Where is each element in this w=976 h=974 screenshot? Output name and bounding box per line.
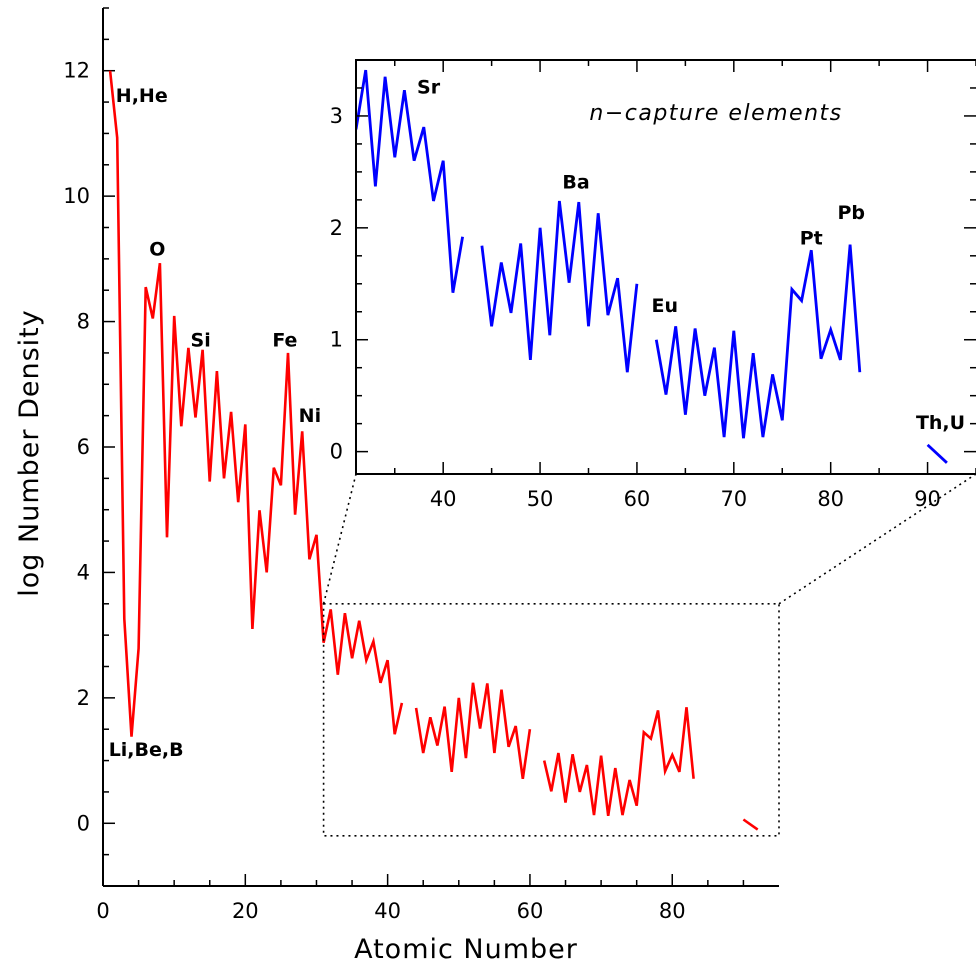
inset-element-label: Ba bbox=[562, 172, 589, 194]
main-element-label: Li,Be,B bbox=[109, 739, 184, 761]
inset-element-label: Pt bbox=[800, 228, 823, 250]
inset-frame bbox=[355, 59, 976, 475]
inset-x-tick-label: 80 bbox=[817, 487, 844, 511]
zoom-connector-left bbox=[322, 473, 357, 604]
zoom-connector-right bbox=[778, 473, 976, 605]
zoom-box bbox=[322, 602, 780, 837]
main-series-line bbox=[414, 682, 532, 779]
main-y-tick-label: 6 bbox=[77, 435, 90, 459]
main-x-tick-label: 60 bbox=[517, 899, 544, 923]
main-element-label: O bbox=[149, 239, 165, 261]
main-element-label: H,He bbox=[116, 85, 168, 107]
inset-y-tick-label: 0 bbox=[330, 440, 343, 464]
main-element-label: Si bbox=[191, 330, 211, 352]
inset-background bbox=[356, 60, 976, 474]
inset-element-label: Sr bbox=[417, 77, 441, 99]
inset-title: n−capture elements bbox=[589, 101, 842, 126]
main-x-axis-title: Atomic Number bbox=[354, 934, 578, 965]
inset-element-label: Pb bbox=[837, 202, 865, 224]
inset-element-label: Eu bbox=[651, 295, 678, 317]
main-y-tick-label: 12 bbox=[63, 59, 90, 83]
inset-element-label: Th,U bbox=[916, 412, 965, 434]
main-series-line bbox=[542, 707, 695, 816]
main-y-tick-label: 0 bbox=[77, 811, 90, 835]
inset-series-line bbox=[356, 69, 464, 293]
inset-x-tick-label: 60 bbox=[624, 487, 651, 511]
main-y-tick-label: 10 bbox=[63, 184, 90, 208]
main-y-tick-label: 8 bbox=[77, 310, 90, 334]
main-series-line bbox=[108, 70, 404, 737]
inset-x-tick-label: 70 bbox=[720, 487, 747, 511]
inset-x-tick-label: 50 bbox=[527, 487, 554, 511]
main-y-tick-label: 4 bbox=[77, 560, 90, 584]
inset-x-tick-label: 40 bbox=[430, 487, 457, 511]
inset-series-group bbox=[356, 69, 948, 464]
zoom-connectors bbox=[322, 473, 976, 605]
inset-series-line bbox=[926, 443, 948, 464]
main-x-tick-label: 0 bbox=[96, 899, 109, 923]
inset-y-tick-label: 2 bbox=[330, 216, 343, 240]
main-series-line bbox=[742, 818, 759, 831]
inset-x-tick-label: 90 bbox=[914, 487, 941, 511]
main-element-label: Fe bbox=[272, 330, 297, 352]
inset-series-line bbox=[480, 200, 639, 373]
inset-series-line bbox=[654, 244, 862, 439]
main-element-label: Ni bbox=[299, 405, 321, 427]
main-y-tick-label: 2 bbox=[77, 686, 90, 710]
inset-y-tick-label: 3 bbox=[330, 104, 343, 128]
inset-plot: 40 50 60 70 80 90 0 1 2 3 n−capture elements Sr Ba Eu… bbox=[330, 59, 976, 511]
main-y-axis-title: log Number Density bbox=[14, 309, 45, 596]
main-x-tick-label: 20 bbox=[232, 899, 259, 923]
main-x-tick-label: 40 bbox=[374, 899, 401, 923]
inset-y-tick-label: 1 bbox=[330, 328, 343, 352]
main-x-tick-label: 80 bbox=[659, 899, 686, 923]
